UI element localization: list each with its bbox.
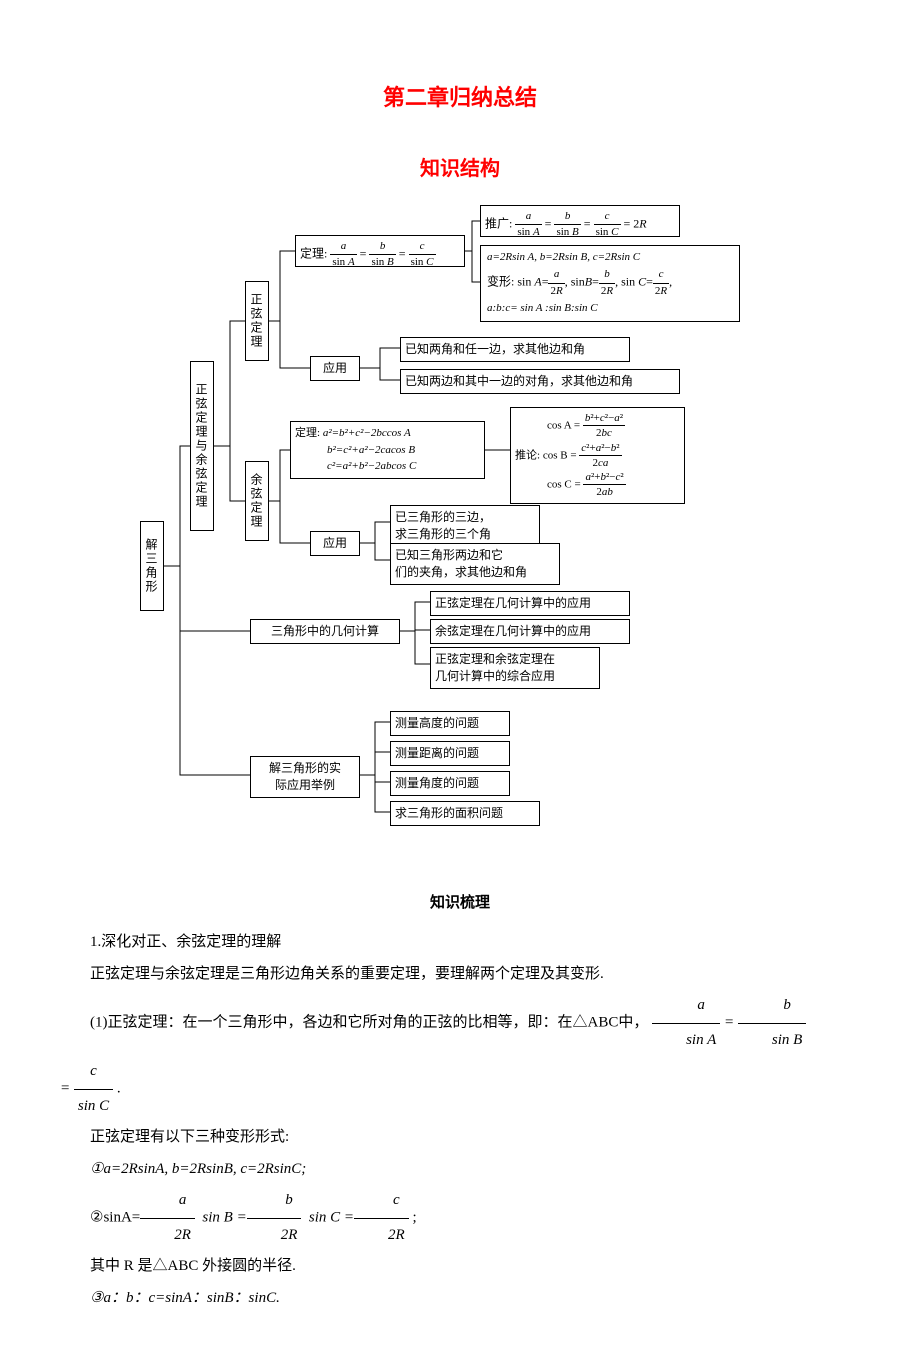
sine-var-line3: a:b:c= sin A :sin B:sin C [487, 301, 733, 316]
node-cos-app2: 已知三角形两边和它 们的夹角，求其他边和角 [390, 543, 560, 585]
cos-ext-prefix: 推论: [515, 449, 540, 461]
para-6-end: ; [412, 1209, 416, 1225]
node-sine-app: 应用 [310, 356, 360, 381]
node-pr1: 测量高度的问题 [390, 711, 510, 736]
para-7: 其中 R 是△ABC 外接圆的半径. [60, 1251, 860, 1283]
node-sine-var: a=2Rsin A, b=2Rsin B, c=2Rsin C 变形: sin … [480, 245, 740, 322]
node-sine-theorem: 定理: asin A = bsin B = csin C [295, 235, 465, 267]
para-3-end: . [117, 1080, 121, 1096]
sine-var-line1: a=2Rsin A, b=2Rsin B, c=2Rsin C [487, 250, 733, 265]
node-cos: 余弦定理 [245, 461, 269, 541]
section-title-structure: 知识结构 [60, 152, 860, 181]
node-geom3: 正弦定理和余弦定理在 几何计算中的综合应用 [430, 647, 600, 689]
para-3-cont: = csin C . [60, 1056, 860, 1122]
para-6b: sin B = [202, 1209, 246, 1225]
cos-l1: a²=b²+c²−2bccos A [323, 427, 411, 439]
node-sine-ext: 推广: asin A = bsin B = csin C = 2R [480, 205, 680, 237]
para-5-text: ①a=2RsinA, b=2RsinB, c=2RsinC; [90, 1161, 306, 1177]
node-practical: 解三角形的实 际应用举例 [250, 756, 360, 798]
node-group: 正弦定理与余弦定理 [190, 361, 214, 531]
node-cos-app: 应用 [310, 531, 360, 556]
node-pr4: 求三角形的面积问题 [390, 801, 540, 826]
node-cos-ext: cos A = b²+c²−a²2bc 推论: cos B = c²+a²−b²… [510, 407, 685, 504]
node-sine-app2: 已知两边和其中一边的对角，求其他边和角 [400, 369, 680, 394]
para-6a: ②sinA= [90, 1209, 140, 1225]
cos-l2: b²=c²+a²−2cacos B [295, 442, 480, 459]
cos-theorem-prefix: 定理: [295, 427, 320, 439]
cos-e2a: cos B = [543, 449, 577, 461]
para-5: ①a=2RsinA, b=2RsinB, c=2RsinC; [60, 1154, 860, 1186]
node-geom1: 正弦定理在几何计算中的应用 [430, 591, 630, 616]
chapter-title: 第二章归纳总结 [60, 80, 860, 112]
node-cos-theorem: 定理: a²=b²+c²−2bccos A b²=c²+a²−2cacos B … [290, 421, 485, 479]
knowledge-tree-diagram: 解三角形 正弦定理与余弦定理 正弦定理 定理: asin A = bsin B … [140, 201, 780, 861]
node-geom2: 余弦定理在几何计算中的应用 [430, 619, 630, 644]
para-2: 正弦定理与余弦定理是三角形边角关系的重要定理，要理解两个定理及其变形. [60, 959, 860, 991]
para-4: 正弦定理有以下三种变形形式: [60, 1122, 860, 1154]
node-cos-app1: 已三角形的三边， 求三角形的三个角 [390, 505, 540, 547]
node-root: 解三角形 [140, 521, 164, 611]
para-8-text: ③a：b：c=sinA：sinB：sinC. [90, 1290, 280, 1306]
sine-theorem-prefix: 定理: [300, 247, 327, 261]
cos-e1a: cos A = [547, 419, 580, 431]
node-pr3: 测量角度的问题 [390, 771, 510, 796]
section-title-summary: 知识梳理 [60, 891, 860, 912]
node-sine-app1: 已知两角和任一边，求其他边和角 [400, 337, 630, 362]
sine-var-prefix: 变形: [487, 275, 514, 289]
sine-ext-prefix: 推广: [485, 217, 512, 231]
node-geom: 三角形中的几何计算 [250, 619, 400, 644]
para-8: ③a：b：c=sinA：sinB：sinC. [60, 1283, 860, 1315]
cos-l3: c²=a²+b²−2abcos C [295, 458, 480, 475]
para-3a: (1)正弦定理：在一个三角形中，各边和它所对角的正弦的比相等，即：在△ABC中， [90, 1014, 648, 1030]
node-sine: 正弦定理 [245, 281, 269, 361]
para-1: 1.深化对正、余弦定理的理解 [60, 927, 860, 959]
para-6: ②sinA=a2R sin B =b2R sin C =c2R ; [60, 1185, 860, 1251]
para-3: (1)正弦定理：在一个三角形中，各边和它所对角的正弦的比相等，即：在△ABC中，… [60, 990, 860, 1056]
node-pr2: 测量距离的问题 [390, 741, 510, 766]
cos-e3a: cos C = [547, 479, 581, 491]
para-6c: sin C = [309, 1209, 354, 1225]
